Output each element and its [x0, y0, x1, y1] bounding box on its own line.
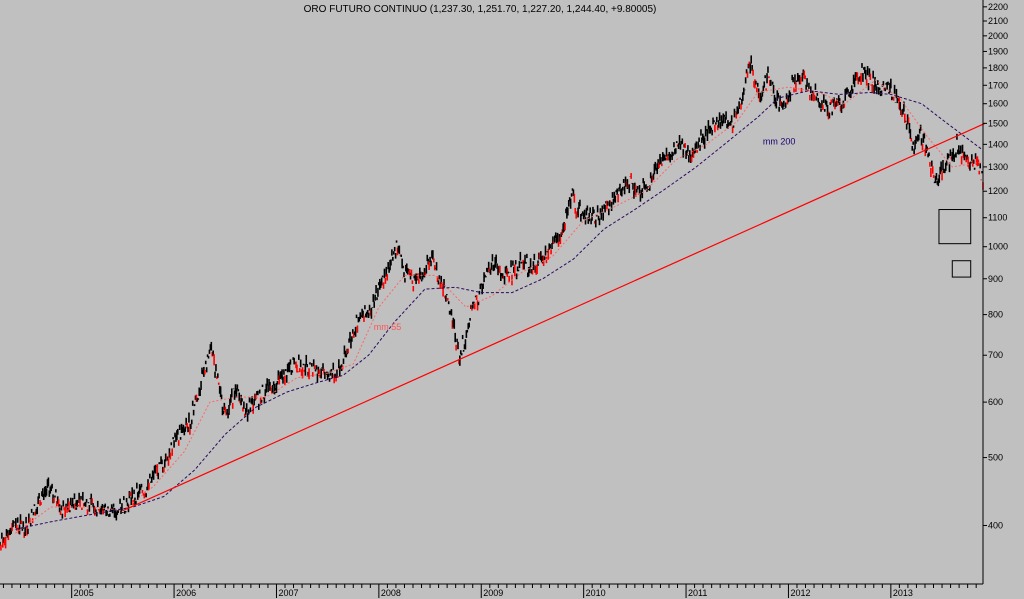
x-tick-label: 2005: [74, 588, 94, 598]
trendline: [122, 122, 986, 512]
y-axis: 400 500 600 700 800 900 1000 1100 1200 1300 1400 15…: [982, 0, 1008, 584]
y-tick-label: 1700: [988, 80, 1008, 90]
y-tick-label: 600: [988, 397, 1003, 407]
series-annotation: mm 55: [374, 322, 402, 332]
x-tick-label: 2008: [381, 588, 401, 598]
y-tick-label: 900: [988, 274, 1003, 284]
x-tick-label: 2011: [688, 588, 707, 598]
y-tick-label: 500: [988, 453, 1003, 463]
y-tick-label: 2200: [988, 2, 1008, 12]
y-tick-label: 1200: [988, 186, 1008, 196]
series-annotation: mm 200: [763, 136, 796, 146]
y-tick-label: 2000: [988, 31, 1008, 41]
target-box: [938, 209, 972, 245]
x-tick-label: 2012: [790, 588, 810, 598]
y-tick-label: 1900: [988, 46, 1008, 56]
mm55-line: [15, 79, 982, 534]
price-series: [0, 55, 984, 551]
y-tick-label: 1400: [988, 139, 1008, 149]
y-tick-label: 1500: [988, 118, 1008, 128]
y-tick-label: 1600: [988, 99, 1008, 109]
y-tick-label: 1300: [988, 162, 1008, 172]
chart-title: ORO FUTURO CONTINUO (1,237.30, 1,251.70,…: [304, 4, 657, 15]
y-tick-label: 400: [988, 520, 1003, 530]
plot-area: mm 55 mm 200: [0, 55, 986, 551]
x-axis: 2005 2006 2007 2008 2009 2010 2011 2012 2013: [0, 583, 983, 598]
y-tick-label: 1100: [988, 213, 1007, 223]
x-tick-label: 2013: [893, 588, 913, 598]
x-tick-label: 2009: [483, 588, 503, 598]
x-tick-label: 2006: [176, 588, 196, 598]
x-tick-label: 2010: [586, 588, 606, 598]
y-tick-label: 2100: [988, 16, 1008, 26]
target-box: [951, 260, 972, 278]
y-tick-label: 800: [988, 310, 1003, 320]
mm200-line: [15, 90, 982, 530]
y-tick-label: 1800: [988, 63, 1008, 73]
y-tick-label: 700: [988, 350, 1003, 360]
y-tick-label: 1000: [988, 242, 1008, 252]
x-tick-label: 2007: [278, 588, 298, 598]
